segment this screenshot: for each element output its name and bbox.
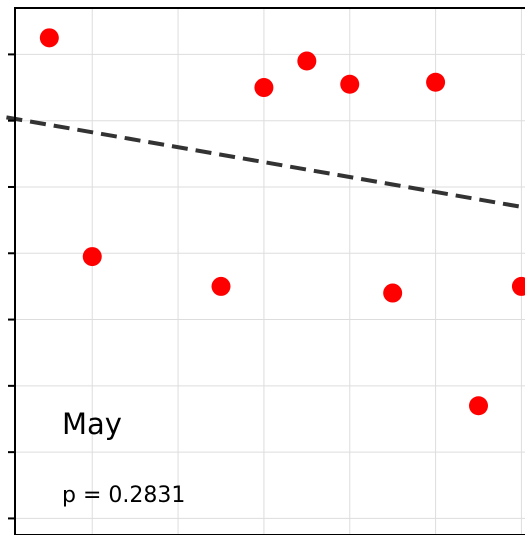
data-point [469,396,488,416]
data-point [211,276,231,296]
series-label: May [62,407,122,441]
data-points [39,28,525,416]
data-point [39,28,59,48]
data-point [340,74,360,94]
data-point [297,51,317,71]
trend-line-group [6,115,522,209]
p-value-label: p = 0.2831 [62,483,185,508]
data-point [82,247,102,267]
data-point [383,283,403,303]
plot-frame [14,7,525,535]
data-point [511,276,525,296]
y-ticks [8,53,15,520]
data-point [426,72,446,92]
data-point [254,78,274,98]
trend-line [6,115,522,209]
